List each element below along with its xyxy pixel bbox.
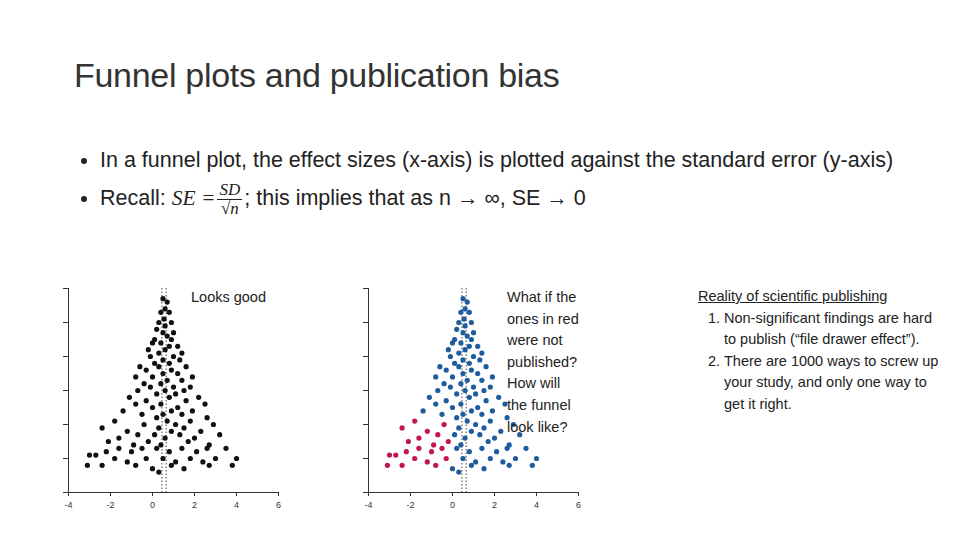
svg-text:-2: -2 bbox=[406, 500, 414, 510]
html-text:Looks good: Looks good bbox=[191, 289, 266, 305]
html-text:were not: were not bbox=[507, 332, 563, 349]
html-text:Funnel plots and publication b: Funnel plots and publication bias bbox=[74, 56, 560, 94]
html-text:Non-significant findings are h: Non-significant findings are hard to pub… bbox=[724, 309, 932, 348]
html-text:ones in red: ones in red bbox=[507, 310, 579, 327]
html-text:√n ; this implies that as n →: √n ; this implies that as n → ∞, SE → 0 bbox=[221, 186, 586, 218]
svg-text:-4: -4 bbox=[364, 500, 372, 510]
html-text:published?: published? bbox=[507, 353, 578, 370]
svg-text:6: 6 bbox=[276, 500, 281, 510]
svg-text:6: 6 bbox=[576, 500, 581, 510]
html-text:How will: How will bbox=[507, 375, 561, 392]
svg-text:-2: -2 bbox=[106, 500, 114, 510]
html-text:There are 1000 ways to screw u: There are 1000 ways to screw up your stu… bbox=[724, 352, 939, 412]
svg-text:4: 4 bbox=[234, 500, 239, 510]
svg-text:-4: -4 bbox=[64, 500, 72, 510]
svg-text:2: 2 bbox=[192, 500, 197, 510]
svg-text:4: 4 bbox=[534, 500, 539, 510]
html-text:the funnel: the funnel bbox=[507, 397, 571, 413]
svg-text:0: 0 bbox=[150, 500, 155, 510]
html-text:look like?: look like? bbox=[507, 418, 568, 435]
html-text:Reality of scientific publishi: Reality of scientific publishing bbox=[698, 288, 888, 304]
html-text:What if the: What if the bbox=[507, 289, 577, 305]
html-text:In a funnel plot, the effect s: In a funnel plot, the effect sizes (x-ax… bbox=[100, 148, 894, 172]
html-text:Recall: SE =SD: Recall: SE =SD bbox=[100, 180, 241, 211]
svg-text:0: 0 bbox=[450, 500, 455, 510]
svg-text:2: 2 bbox=[492, 500, 497, 510]
